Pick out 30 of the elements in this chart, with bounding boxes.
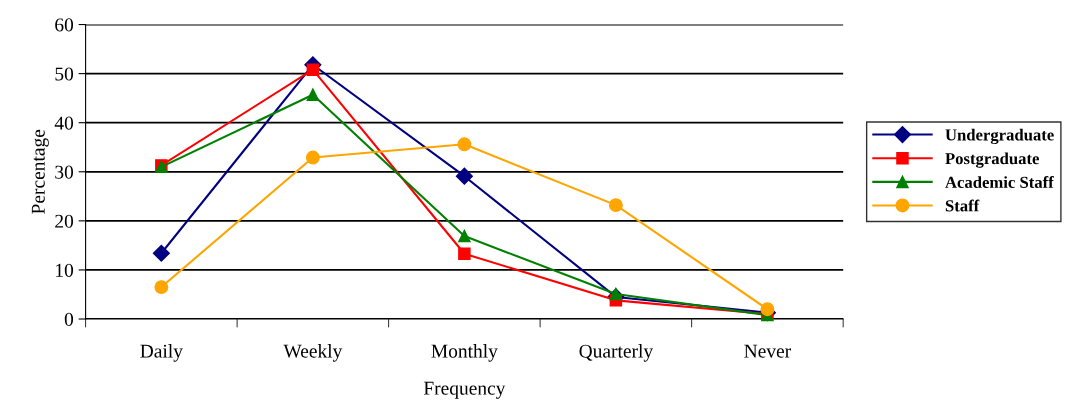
point <box>152 244 170 262</box>
x-tick-label: Quarterly <box>579 344 654 362</box>
point <box>458 247 471 260</box>
y-tick-label: 50 <box>55 67 74 81</box>
point <box>760 302 775 317</box>
legend-label: Postgraduate <box>945 152 1039 168</box>
point <box>305 150 320 165</box>
legend-label: Undergraduate <box>945 128 1054 145</box>
y-tick-label: 30 <box>55 165 74 179</box>
y-tick-label: 40 <box>54 116 74 130</box>
x-axis-title: Frequency <box>423 381 506 399</box>
x-tick-label: Daily <box>140 344 183 362</box>
point <box>455 167 473 185</box>
y-tick-label: 0 <box>64 312 74 326</box>
point <box>608 198 623 213</box>
y-tick-label: 60 <box>55 18 74 32</box>
point <box>458 229 471 243</box>
legend-label: Academic Staff <box>945 176 1054 188</box>
legend-label: Staff <box>945 199 980 212</box>
x-tick-label: Weekly <box>283 344 343 362</box>
y-axis-title: Percentage <box>31 129 49 214</box>
point <box>609 287 623 301</box>
point <box>457 137 472 152</box>
x-tick-label: Monthly <box>431 344 498 362</box>
point <box>306 88 320 101</box>
point <box>306 63 320 76</box>
y-tick-label: 20 <box>55 214 74 228</box>
y-tick-label: 10 <box>56 263 74 277</box>
x-tick-label: Never <box>744 344 791 358</box>
point <box>154 280 169 295</box>
